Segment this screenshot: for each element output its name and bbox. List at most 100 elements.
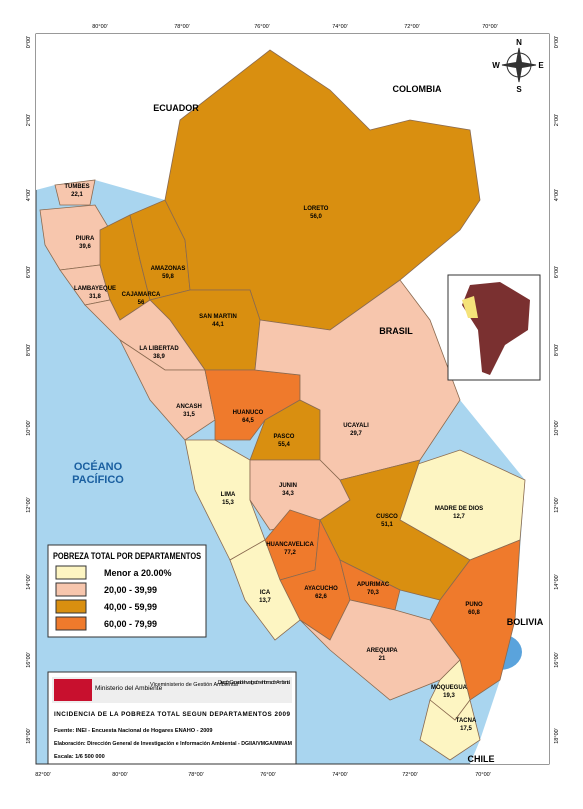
inset-peru [462, 296, 478, 318]
graticule-label: 8°00' [554, 344, 560, 356]
ocean-label: OCÉANO PACÍFICO [72, 460, 124, 486]
compass-label: N [516, 38, 522, 47]
department-value: 44,1 [212, 322, 224, 328]
department-name: CAJAMARCA [122, 292, 161, 298]
graticule-label: 0°00' [26, 36, 32, 48]
footer-title: INCIDENCIA DE LA POBREZA TOTAL SEGUN DEP… [54, 711, 290, 718]
department [54, 179, 96, 206]
department-value: 19,3 [443, 693, 455, 699]
legend-title: POBREZA TOTAL POR DEPARTAMENTOS [53, 551, 201, 562]
graticule-label: 14°00' [26, 574, 32, 590]
department-value: 70,3 [367, 590, 379, 596]
graticule-label: 72°00' [404, 24, 420, 30]
compass-label: E [538, 61, 544, 70]
logo-emblem [54, 679, 92, 701]
department-name: AMAZONAS [151, 266, 186, 272]
department-value: 12,7 [453, 514, 465, 520]
footer-source: Fuente: INEI - Encuesta Nacional de Hoga… [54, 728, 213, 734]
country-label: COLOMBIA [393, 84, 442, 94]
graticule-label: 16°00' [26, 652, 32, 668]
department-name: PUNO [465, 602, 483, 608]
graticule-label: 6°00' [26, 266, 32, 278]
department-value: 34,3 [282, 491, 294, 497]
legend-label: 60,00 - 79,99 [104, 619, 157, 629]
graticule-label: 4°00' [554, 189, 560, 201]
department-value: 77,2 [284, 550, 296, 556]
department-value: 56,0 [310, 214, 322, 220]
department-name: PIURA [76, 236, 95, 242]
neighbors [36, 34, 549, 764]
department-value: 13,7 [259, 598, 271, 604]
compass [501, 47, 537, 83]
legend-label: 40,00 - 59,99 [104, 602, 157, 612]
department [299, 599, 461, 701]
department-name: MADRE DE DIOS [435, 506, 483, 512]
department-value: 39,6 [79, 244, 91, 250]
logo-text: Dirección General de Investigación e Inf… [218, 680, 290, 686]
compass-label: S [516, 85, 522, 94]
graticule-label: 10°00' [26, 420, 32, 436]
graticule-label: 10°00' [554, 420, 560, 436]
department-value: 60,8 [468, 610, 480, 616]
department-name: TUMBES [64, 184, 89, 190]
department-value: 55,4 [278, 442, 290, 448]
department-value: 29,7 [350, 431, 362, 437]
department-value: 64,5 [242, 418, 254, 424]
department [419, 699, 481, 761]
graticule-label: 74°00' [332, 772, 348, 778]
department-name: AYACUCHO [304, 586, 338, 592]
department-name: HUANCAVELICA [266, 542, 314, 548]
legend-label: Menor a 20.00% [104, 568, 172, 578]
country-label: ECUADOR [153, 103, 199, 113]
department-name: SAN MARTIN [199, 314, 237, 320]
department-name: HUANUCO [233, 410, 264, 416]
department-name: AREQUIPA [366, 648, 398, 654]
graticule-label: 80°00' [92, 24, 108, 30]
graticule-label: 80°00' [112, 772, 128, 778]
graticule-label: 72°00' [402, 772, 418, 778]
legend-swatch [55, 599, 87, 614]
legend-label: 20,00 - 39,99 [104, 585, 157, 595]
compass-label: W [492, 61, 500, 70]
graticule-label: 74°00' [332, 24, 348, 30]
graticule-label: 16°00' [554, 652, 560, 668]
logo-text: Ministerio del Ambiente [95, 685, 163, 692]
graticule-label: 12°00' [26, 497, 32, 513]
department-name: UCAYALI [343, 423, 369, 429]
department [319, 459, 471, 601]
department-name: CUSCO [376, 514, 398, 520]
graticule-label: 70°00' [475, 772, 491, 778]
legend-swatch [55, 616, 87, 631]
department-name: LORETO [304, 206, 329, 212]
legend-swatch [55, 565, 87, 580]
graticule-label: 0°00' [554, 36, 560, 48]
department-name: TACNA [456, 718, 477, 724]
graticule-label: 2°00' [554, 114, 560, 126]
department-value: 17,5 [460, 726, 472, 732]
country-label: CHILE [468, 754, 495, 764]
department-value: 15,3 [222, 500, 234, 506]
graticule-label: 14°00' [554, 574, 560, 590]
graticule-label: 2°00' [26, 114, 32, 126]
footer-scale: Escala: 1/6 500 000 [54, 754, 105, 760]
department-name: ICA [260, 590, 271, 596]
footer-credit: Elaboración: Dirección General de Invest… [54, 741, 292, 747]
legend-swatch [55, 582, 87, 597]
department-value: 56 [138, 300, 145, 306]
department-value: 38,9 [153, 354, 165, 360]
department-name: PASCO [274, 434, 295, 440]
department-value: 31,8 [89, 294, 101, 300]
department-name: LA LIBERTAD [139, 346, 179, 352]
department-name: ANCASH [176, 404, 202, 410]
department-value: 31,5 [183, 412, 195, 418]
department-name: JUNIN [279, 483, 297, 489]
graticule-label: 78°00' [174, 24, 190, 30]
inset-continent [462, 282, 530, 375]
graticule-label: 76°00' [260, 772, 276, 778]
department-name: LAMBAYEQUE [74, 286, 116, 292]
graticule-label: 6°00' [554, 266, 560, 278]
department [184, 439, 266, 561]
graticule-label: 76°00' [254, 24, 270, 30]
graticule-label: 8°00' [26, 344, 32, 356]
